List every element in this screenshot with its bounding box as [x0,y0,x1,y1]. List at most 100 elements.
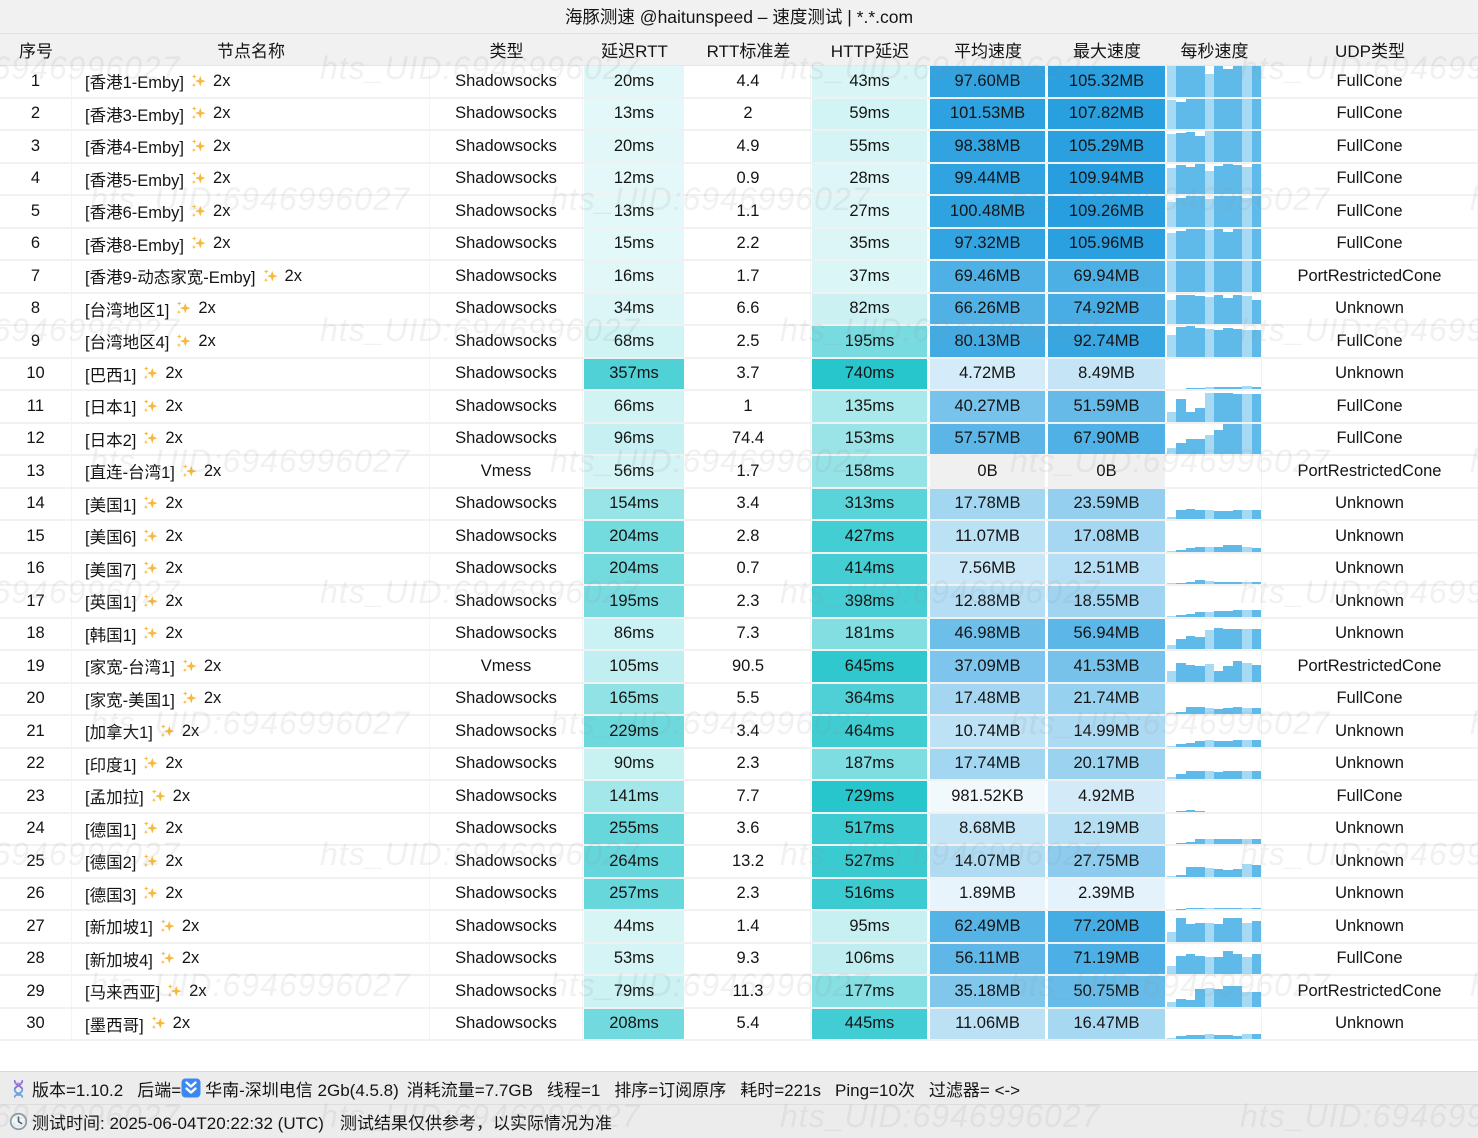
avg-speed-cell: 14.07MB [929,846,1047,877]
avg-speed-cell: 57.57MB [929,423,1047,454]
rtt-std-cell: 2.8 [686,521,811,552]
table-row: 28 [新加坡4] 2x Shadowsocks 53ms 9.3 106ms 56.11M… [0,943,1478,976]
avg-speed-cell: 37.09MB [929,651,1047,682]
node-type-cell: Shadowsocks [430,716,583,747]
max-speed-cell: 4.92MB [1047,781,1167,812]
udp-type-cell: PortRestrictedCone [1262,651,1478,682]
avg-speed-cell: 1.89MB [929,878,1047,909]
node-name-cell: [韩国1] 2x [72,618,430,649]
per-second-speed-sparkline [1167,911,1262,942]
rtt-cell: 16ms [583,261,686,292]
sparkles-icon [175,333,192,350]
node-type-cell: Shadowsocks [430,683,583,714]
node-name: [香港3-Emby] [85,106,185,125]
node-name-cell: [香港4-Emby] 2x [72,131,430,162]
rtt-cell: 357ms [583,358,686,389]
udp-type-cell: FullCone [1262,781,1478,812]
rtt-cell: 53ms [583,943,686,974]
download-icon [181,1078,201,1098]
rtt-cell: 13ms [583,196,686,227]
table-row: 7 [香港9-动态家宽-Emby] 2x Shadowsocks 16ms 1.7 37m… [0,261,1478,294]
avg-speed-cell: 17.74MB [929,748,1047,779]
row-index: 15 [0,521,72,552]
udp-type-cell: FullCone [1262,943,1478,974]
avg-speed-cell: 99.44MB [929,163,1047,194]
row-index: 21 [0,716,72,747]
node-name-cell: [德国1] 2x [72,813,430,844]
rtt-std-cell: 74.4 [686,423,811,454]
node-name-cell: [台湾地区1] 2x [72,293,430,324]
per-second-speed-sparkline [1167,358,1262,389]
node-type-cell: Vmess [430,456,583,487]
node-multiplier: 2x [165,429,183,448]
sparkles-icon [159,723,176,740]
node-name-cell: [家宽-台湾1] 2x [72,651,430,682]
rtt-std-cell: 4.9 [686,131,811,162]
http-latency-cell: 95ms [811,911,929,942]
max-speed-cell: 105.96MB [1047,228,1167,259]
row-index: 10 [0,358,72,389]
max-speed-cell: 56.94MB [1047,618,1167,649]
node-multiplier: 2x [213,201,231,220]
udp-type-cell: Unknown [1262,1008,1478,1039]
http-latency-cell: 55ms [811,131,929,162]
node-name-cell: [美国7] 2x [72,553,430,584]
node-type-cell: Shadowsocks [430,521,583,552]
max-speed-cell: 17.08MB [1047,521,1167,552]
avg-speed-cell: 46.98MB [929,618,1047,649]
http-latency-cell: 464ms [811,716,929,747]
node-multiplier: 2x [165,624,183,643]
page-title: 海豚测速 @haitunspeed – 速度测试 | *.*.com [0,0,1478,34]
sparkles-icon [150,788,167,805]
node-multiplier: 2x [165,559,183,578]
node-type-cell: Shadowsocks [430,423,583,454]
table-row: 30 [墨西哥] 2x Shadowsocks 208ms 5.4 445ms 11.06M… [0,1008,1478,1041]
rtt-cell: 208ms [583,1008,686,1039]
node-name: [巴西1] [85,366,137,385]
per-second-speed-sparkline [1167,553,1262,584]
rtt-std-cell: 4.4 [686,66,811,97]
rtt-cell: 90ms [583,748,686,779]
sparkles-icon [159,918,176,935]
row-index: 17 [0,586,72,617]
node-type-cell: Shadowsocks [430,911,583,942]
row-index: 28 [0,943,72,974]
per-second-speed-sparkline [1167,98,1262,129]
node-type-cell: Shadowsocks [430,228,583,259]
per-second-speed-sparkline [1167,326,1262,357]
table-row: 17 [英国1] 2x Shadowsocks 195ms 2.3 398ms 12.88M… [0,586,1478,619]
rtt-std-cell: 3.7 [686,358,811,389]
table-row: 27 [新加坡1] 2x Shadowsocks 44ms 1.4 95ms 62.49MB… [0,911,1478,944]
node-name-cell: [香港6-Emby] 2x [72,196,430,227]
rtt-std-cell: 0.7 [686,553,811,584]
footer-test-time: 测试时间: 2025-06-04T20:22:32 (UTC) [32,1113,324,1133]
sparkles-icon [175,300,192,317]
node-multiplier: 2x [189,981,207,1000]
avg-speed-cell: 80.13MB [929,326,1047,357]
rtt-std-cell: 3.6 [686,813,811,844]
node-multiplier: 2x [181,916,200,935]
sparkles-icon [159,950,176,967]
sparkles-icon [190,203,207,220]
node-multiplier: 2x [165,396,183,415]
sparkles-icon [142,528,159,545]
node-multiplier: 2x [213,71,231,90]
node-name: [美国1] [85,496,137,515]
rtt-std-cell: 7.7 [686,781,811,812]
node-name-cell: [香港9-动态家宽-Emby] 2x [72,261,430,292]
sparkles-icon [190,235,207,252]
per-second-speed-sparkline [1167,521,1262,552]
udp-type-cell: Unknown [1262,553,1478,584]
max-speed-cell: 109.94MB [1047,163,1167,194]
node-name: [美国6] [85,529,137,548]
row-index: 30 [0,1008,72,1039]
per-second-speed-sparkline [1167,716,1262,747]
node-multiplier: 2x [172,786,191,805]
node-type-cell: Shadowsocks [430,261,583,292]
udp-type-cell: FullCone [1262,683,1478,714]
col-header-node-name: 节点名称 [217,42,285,61]
node-name: [直连-台湾1] [85,464,175,483]
col-header-max-speed: 最大速度 [1073,42,1141,61]
per-second-speed-sparkline [1167,878,1262,909]
